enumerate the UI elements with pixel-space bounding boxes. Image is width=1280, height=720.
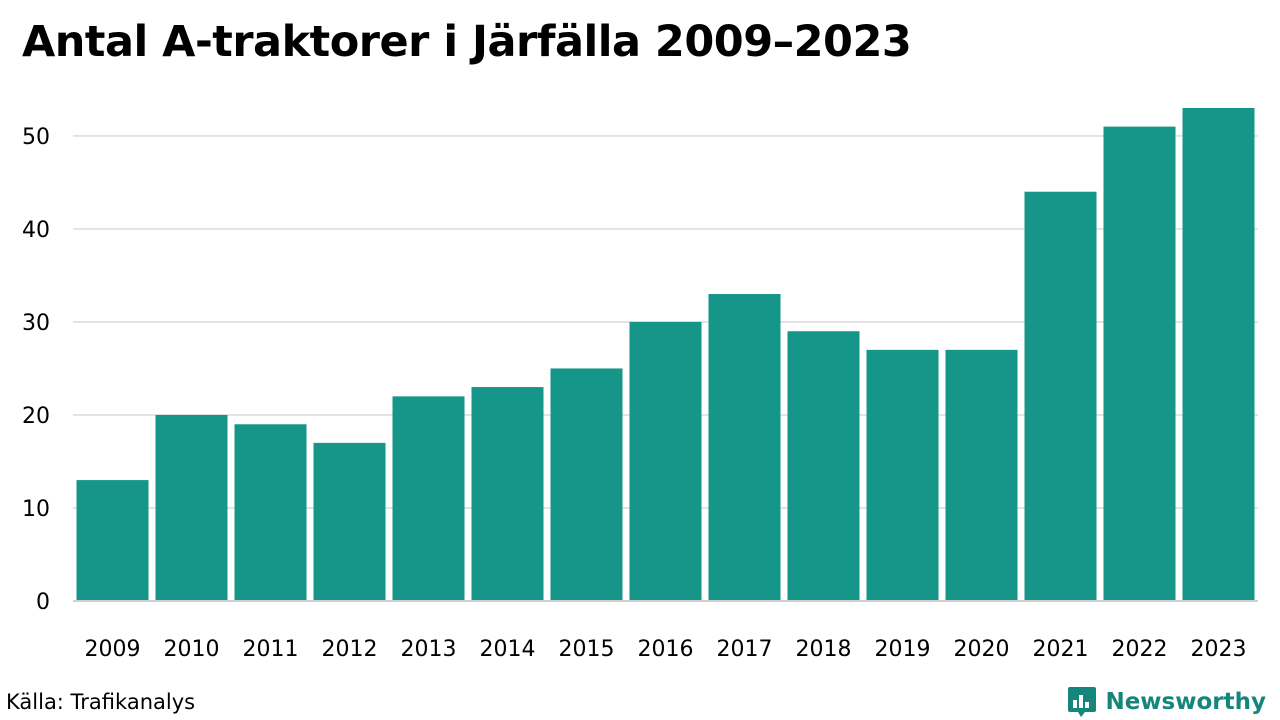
x-tick-label: 2010 [164, 637, 220, 662]
bar-2009 [76, 480, 149, 601]
x-axis-ticks: 2009 2010 2011 2012 2013 2014 2015 2016 2017 2018… [85, 637, 1247, 662]
bar-2023 [1182, 108, 1255, 601]
y-tick-label: 0 [36, 590, 50, 615]
bar-2017 [708, 294, 781, 601]
x-tick-label: 2021 [1033, 637, 1089, 662]
y-tick-label: 30 [22, 311, 50, 336]
chart-title: Antal A-traktorer i Järfälla 2009–2023 [22, 17, 912, 67]
x-tick-label: 2022 [1112, 637, 1168, 662]
x-tick-label: 2017 [717, 637, 773, 662]
x-tick-label: 2011 [243, 637, 299, 662]
x-tick-label: 2023 [1191, 637, 1247, 662]
y-tick-label: 10 [22, 497, 50, 522]
bar-chart-speech-bubble-icon [1068, 687, 1097, 717]
bar-2020 [945, 349, 1018, 601]
y-tick-label: 40 [22, 218, 50, 243]
brand-name: Newsworthy [1105, 689, 1266, 715]
bar-2019 [866, 349, 939, 601]
bar-chart: 0 10 20 30 40 50 2009 2010 2011 2012 2013 2014 2015… [22, 108, 1258, 662]
x-tick-label: 2012 [322, 637, 378, 662]
bar-2013 [392, 396, 465, 601]
x-tick-label: 2018 [796, 637, 852, 662]
source-note: Källa: Trafikanalys [6, 690, 196, 714]
bar-2021 [1024, 191, 1097, 601]
x-tick-label: 2013 [401, 637, 457, 662]
bar-2014 [471, 387, 544, 601]
x-tick-label: 2016 [638, 637, 694, 662]
x-tick-label: 2015 [559, 637, 615, 662]
x-tick-label: 2014 [480, 637, 536, 662]
bar-2015 [550, 368, 623, 601]
bars [76, 108, 1255, 602]
x-tick-label: 2020 [954, 637, 1010, 662]
y-tick-label: 20 [22, 404, 50, 429]
y-tick-label: 50 [22, 125, 50, 150]
x-tick-label: 2009 [85, 637, 141, 662]
bar-2016 [629, 321, 702, 601]
bar-2012 [313, 442, 386, 601]
bar-2018 [787, 331, 860, 601]
brand-logo: Newsworthy [1067, 686, 1266, 718]
y-axis-ticks: 0 10 20 30 40 50 [22, 125, 50, 615]
bar-2022 [1103, 126, 1176, 602]
x-tick-label: 2019 [875, 637, 931, 662]
bar-2011 [234, 424, 307, 601]
bar-2010 [155, 414, 228, 601]
